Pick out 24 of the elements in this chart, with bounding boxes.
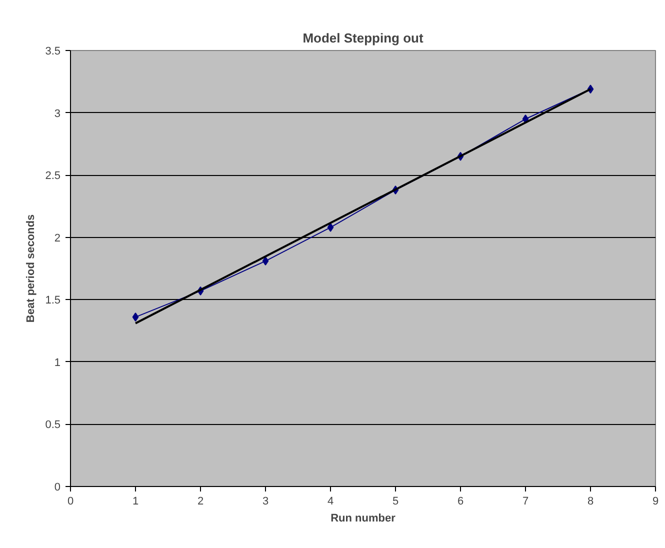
- point: [262, 256, 269, 266]
- point: [327, 222, 334, 232]
- y-tick-label: 1: [54, 356, 61, 369]
- y-tick-label: 2: [54, 232, 61, 244]
- y-tick-label: 3: [54, 108, 61, 120]
- y-tick-label: 3.5: [45, 46, 61, 58]
- x-tick-label: 7: [522, 496, 529, 508]
- point: [132, 312, 139, 322]
- x-tick-label: 0: [67, 496, 74, 508]
- y-axis-title: Beat period seconds: [25, 214, 38, 323]
- x-tick-label: 9: [652, 496, 659, 508]
- x-tick-label: 1: [132, 496, 139, 508]
- y-tick-label: 0: [54, 482, 61, 494]
- x-tick-label: 5: [392, 496, 399, 508]
- x-tick-label: 8: [587, 496, 594, 508]
- y-tick-label: 1.5: [45, 294, 61, 307]
- x-tick-label: 2: [197, 496, 204, 508]
- y-tick-label: 2.5: [45, 170, 61, 182]
- x-tick-label: 4: [327, 496, 334, 508]
- x-tick-label: 3: [262, 496, 269, 508]
- chart-title: Model Stepping out: [302, 30, 424, 46]
- x-axis-title: Run number: [330, 512, 396, 524]
- y-tick-label: 0.5: [45, 419, 61, 432]
- x-tick-label: 6: [457, 496, 464, 508]
